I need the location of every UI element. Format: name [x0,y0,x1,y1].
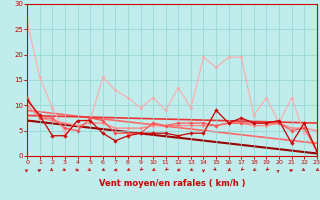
X-axis label: Vent moyen/en rafales ( km/h ): Vent moyen/en rafales ( km/h ) [99,179,245,188]
